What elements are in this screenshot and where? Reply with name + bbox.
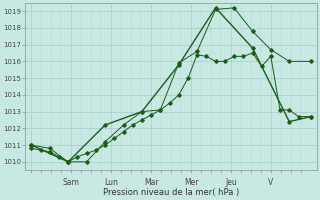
X-axis label: Pression niveau de la mer( hPa ): Pression niveau de la mer( hPa ) — [103, 188, 239, 197]
